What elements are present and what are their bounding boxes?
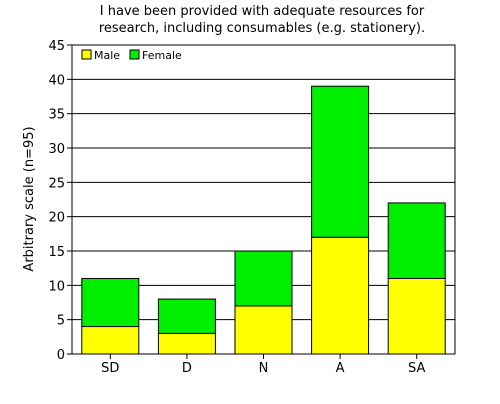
y-tick-label: 45 xyxy=(48,39,65,54)
x-tick-label: A xyxy=(336,361,345,376)
x-tick-label: SA xyxy=(408,361,425,376)
bar-male-sa xyxy=(387,277,446,355)
legend-swatch-male xyxy=(81,49,92,60)
y-tick-label: 10 xyxy=(48,279,65,294)
legend-label-male: Male xyxy=(94,49,120,62)
bar-male-d xyxy=(157,332,216,355)
bar-female-d xyxy=(157,298,216,334)
y-tick-label: 35 xyxy=(48,108,65,123)
chart-title-line: research, including consumables (e.g. st… xyxy=(99,21,425,36)
x-tick-label: D xyxy=(182,361,192,376)
bars xyxy=(81,85,446,355)
chart-title-line: I have been provided with adequate resou… xyxy=(100,4,425,19)
legend-swatch-female xyxy=(129,49,140,60)
bar-female-n xyxy=(234,250,293,307)
legend-label-female: Female xyxy=(142,49,182,62)
x-tick-label: SD xyxy=(101,361,119,376)
y-tick-label: 5 xyxy=(57,314,65,329)
y-axis-label: Arbitrary scale (n=95) xyxy=(22,126,37,271)
bar-female-sd xyxy=(81,277,140,328)
y-tick-label: 30 xyxy=(48,142,65,157)
bar-male-sd xyxy=(81,326,140,355)
x-axis-ticks: SD D N A SA xyxy=(101,354,425,376)
y-tick-label: 15 xyxy=(48,245,65,260)
y-axis-ticks: 0 5 10 15 20 25 30 35 40 45 xyxy=(48,39,72,363)
y-tick-label: 20 xyxy=(48,211,65,226)
chart-title: I have been provided with adequate resou… xyxy=(99,4,425,36)
y-tick-label: 0 xyxy=(57,348,65,363)
bar-male-n xyxy=(234,305,293,355)
legend: Male Female xyxy=(81,49,182,62)
y-tick-label: 40 xyxy=(48,73,65,88)
bar-female-sa xyxy=(387,202,446,279)
bar-female-a xyxy=(311,85,370,238)
x-tick-label: N xyxy=(259,361,269,376)
y-tick-label: 25 xyxy=(48,176,65,191)
bar-male-a xyxy=(311,236,370,355)
